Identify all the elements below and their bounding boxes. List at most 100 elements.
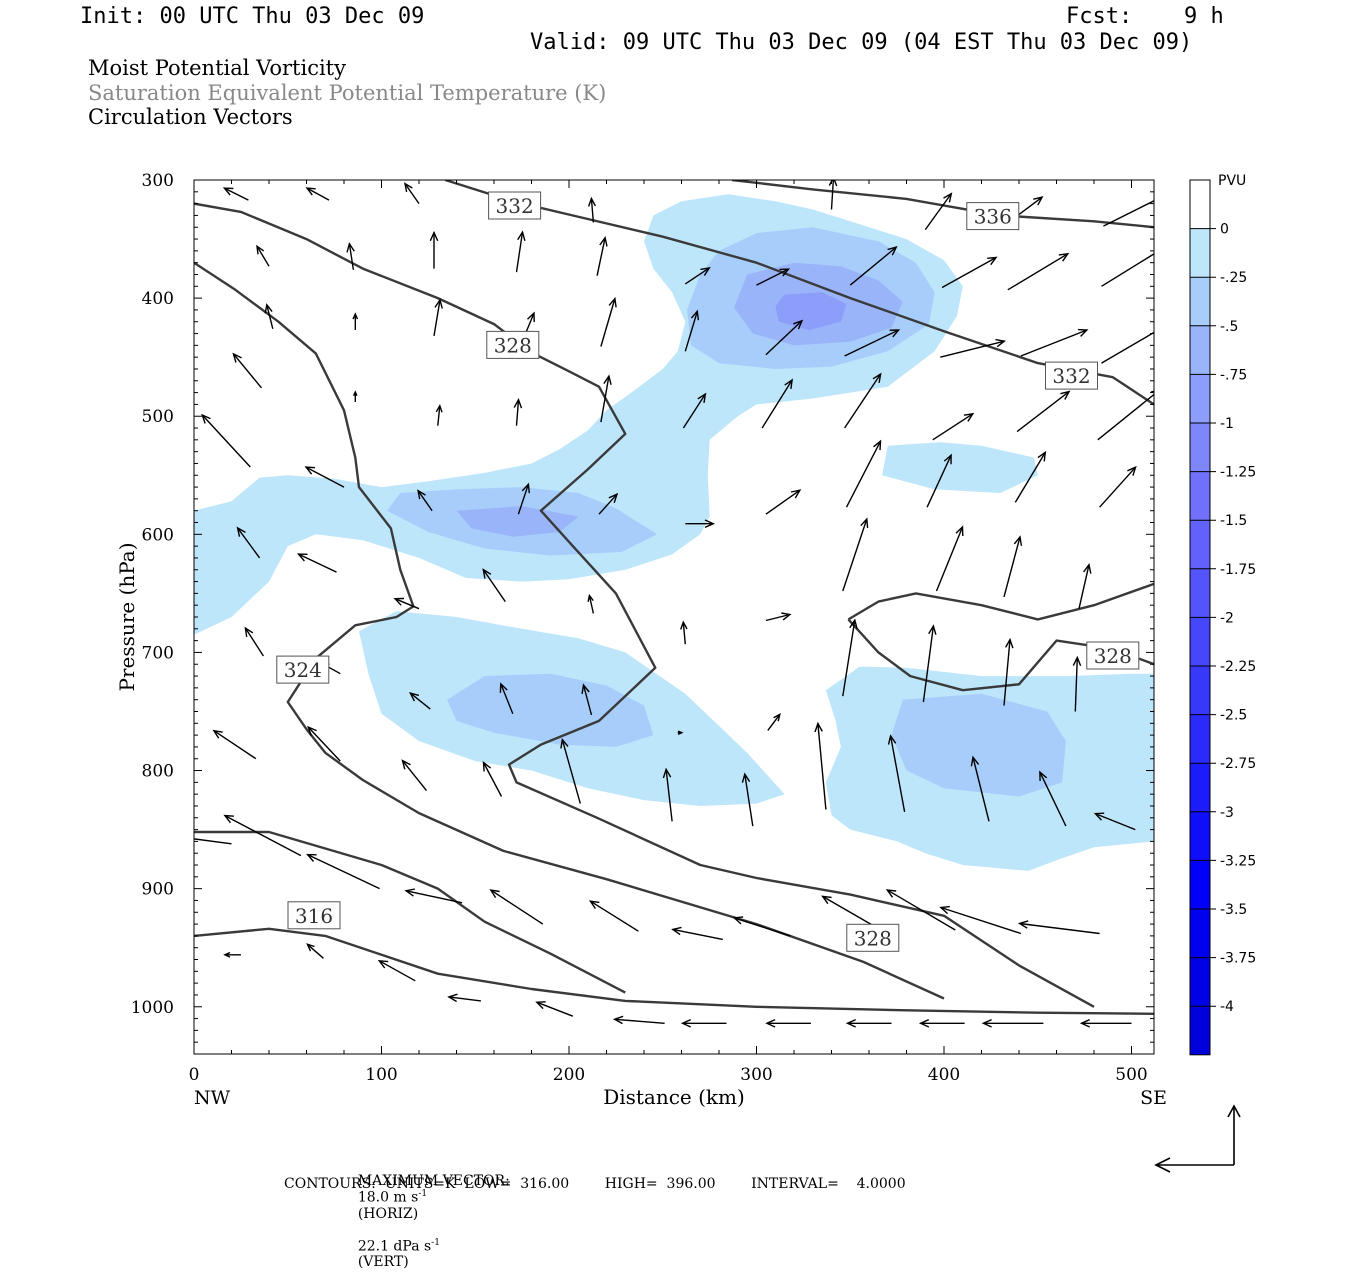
vector-arrow-54 <box>393 597 420 610</box>
svg-text:316: 316 <box>295 904 333 928</box>
vector-arrow-12 <box>596 236 608 276</box>
valid-time: Valid: 09 UTC Thu 03 Dec 09 (04 EST Thu … <box>530 30 1193 55</box>
y-tick-label-1: 400 <box>142 289 174 309</box>
vector-arrow-100 <box>377 959 416 982</box>
colorbar-swatch-10 <box>1190 666 1210 715</box>
vector-arrow-99 <box>306 943 324 959</box>
vector-arrow-109 <box>1079 1018 1132 1028</box>
vector-arrow-33 <box>513 397 523 426</box>
vector-arrow-73 <box>1072 655 1082 712</box>
vector-arrow-66 <box>499 682 514 715</box>
vector-arrow-8 <box>256 244 270 267</box>
colorbar-swatch-11 <box>1190 714 1210 764</box>
x-tick-label-3: 300 <box>740 1065 772 1085</box>
vector-arrow-104 <box>680 1018 727 1028</box>
colorbar-swatch-6 <box>1190 471 1210 521</box>
vector-arrow-56 <box>587 593 595 614</box>
colorbar: PVU 0 -.25 -.5 -.75 -1 -1.25 -1.5 -1.75 -2 -2.25 -2… <box>1189 173 1256 1056</box>
pv-region-7 <box>447 673 654 747</box>
vector-arrow-15 <box>849 246 898 286</box>
colorbar-label-4: -1 <box>1220 416 1234 432</box>
vector-arrow-84 <box>1039 770 1067 827</box>
vector-arrow-10 <box>429 230 439 269</box>
max-vector-vert: 22.1 dPa s <box>357 1238 432 1255</box>
vector-arrow-58 <box>765 612 792 622</box>
x-tick-label-1: 100 <box>365 1065 397 1085</box>
theta-es-contours <box>194 180 1154 1015</box>
contour-336-1 <box>731 180 1154 229</box>
chart-stage: Init: 00 UTC Thu 03 Dec 09 Fcst: 9 h Val… <box>80 4 1256 1270</box>
colorbar-label-9: -2.25 <box>1220 659 1256 675</box>
x-tick-label-2: 200 <box>553 1065 585 1085</box>
contour-328-2 <box>194 202 1095 1008</box>
colorbar-label-0: 0 <box>1220 222 1229 238</box>
vector-arrow-18 <box>1101 253 1154 287</box>
colorbar-swatch-13 <box>1190 811 1210 861</box>
contour-label-5: 328 <box>1086 641 1140 670</box>
x-tick-label-4: 400 <box>928 1065 960 1085</box>
vector-arrow-85 <box>1093 812 1136 831</box>
vector-arrow-60 <box>935 525 964 592</box>
vector-arrow-70 <box>842 618 858 697</box>
vector-arrow-19 <box>264 303 274 329</box>
vector-arrow-78 <box>560 737 581 804</box>
vector-arrow-55 <box>482 568 506 602</box>
vector-arrow-59 <box>842 517 869 592</box>
contour-label-4: 324 <box>276 655 330 684</box>
vector-arrow-102 <box>535 1001 574 1017</box>
vector-arrow-27 <box>940 338 1006 358</box>
vector-arrow-5 <box>924 192 953 231</box>
vector-arrow-101 <box>447 993 481 1003</box>
colorbar-swatch-14 <box>1190 860 1210 909</box>
colorbar-swatch-1 <box>1190 228 1210 278</box>
vector-arrow-76 <box>401 759 428 792</box>
pv-region-10 <box>891 693 1066 797</box>
colorbar-label-11: -2.75 <box>1220 756 1256 772</box>
colorbar-swatch-8 <box>1190 568 1210 618</box>
vector-arrow-24 <box>684 309 700 352</box>
colorbar-swatch-7 <box>1190 520 1210 569</box>
max-vector-horiz: 18.0 m s <box>357 1189 419 1206</box>
y-tick-label-0: 300 <box>142 171 174 191</box>
vector-arrow-23 <box>600 296 617 347</box>
vector-arrow-43 <box>417 489 433 512</box>
init-time: Init: 00 UTC Thu 03 Dec 09 <box>80 4 425 29</box>
vector-arrow-81 <box>814 721 827 810</box>
vector-arrow-63 <box>244 626 264 657</box>
vector-arrow-21 <box>433 298 443 337</box>
colorbar-label-10: -2.5 <box>1220 708 1247 724</box>
vector-arrow-77 <box>482 760 503 797</box>
reference-vector-icon <box>1154 1104 1241 1173</box>
vector-arrow-0 <box>222 187 249 201</box>
forecast-label: Fcst: <box>1066 4 1133 29</box>
colorbar-swatch-4 <box>1190 374 1210 423</box>
vector-arrow-4 <box>828 180 838 210</box>
vector-arrow-39 <box>1016 390 1071 433</box>
vector-arrow-105 <box>765 1018 811 1028</box>
vector-arrow-7 <box>1103 200 1154 227</box>
colorbar-swatch-0 <box>1190 180 1210 229</box>
vector-arrow-90 <box>489 889 544 925</box>
vector-arrow-41 <box>201 413 251 468</box>
vector-arrow-80 <box>741 772 754 827</box>
vector-arrow-17 <box>1007 252 1070 291</box>
vector-arrow-11 <box>515 230 526 273</box>
svg-text:328: 328 <box>854 926 892 950</box>
colorbar-label-14: -3.5 <box>1220 902 1247 918</box>
vector-arrow-106 <box>845 1018 892 1028</box>
vector-arrow-44 <box>517 482 530 515</box>
colorbar-label-2: -.5 <box>1220 319 1238 335</box>
vector-arrow-31 <box>352 390 358 402</box>
colorbar-label-8: -2 <box>1220 610 1234 626</box>
colorbar-swatch-17 <box>1190 1006 1210 1055</box>
y-tick-label-3: 600 <box>142 525 174 545</box>
vector-arrow-97 <box>1017 920 1100 935</box>
vector-arrow-29 <box>1101 331 1154 364</box>
vector-arrow-25 <box>765 319 804 356</box>
title-mpv: Moist Potential Vorticity <box>88 56 346 80</box>
contour-316-7 <box>194 927 1154 1015</box>
colorbar-swatch-3 <box>1190 325 1210 375</box>
contour-320-6 <box>194 830 626 994</box>
forecast-hour: 9 h <box>1184 4 1224 29</box>
svg-text:332: 332 <box>1052 364 1090 388</box>
